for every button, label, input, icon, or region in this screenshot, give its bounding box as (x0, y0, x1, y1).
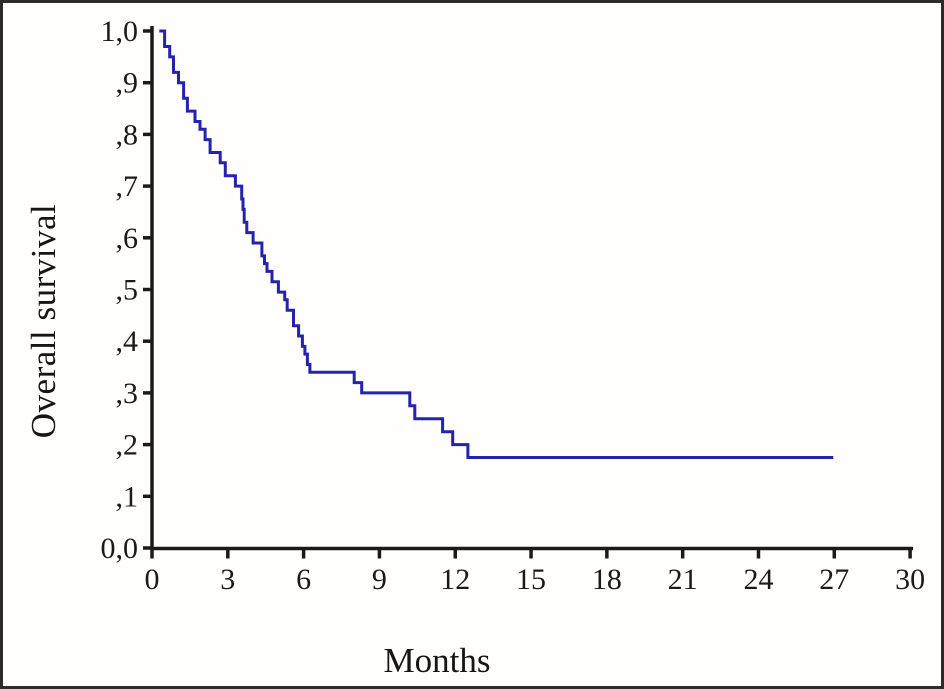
y-tick-label: ,1 (116, 480, 139, 513)
y-tick-label: ,7 (116, 170, 139, 203)
x-tick-label: 3 (220, 563, 235, 596)
y-tick-label: ,2 (116, 429, 139, 462)
x-tick-label: 6 (296, 563, 311, 596)
x-tick-label: 24 (743, 563, 773, 596)
y-tick-label: 1,0 (101, 15, 139, 48)
y-tick-label: 0,0 (101, 532, 139, 565)
x-axis-title: Months (383, 641, 491, 680)
x-tick-label: 30 (895, 563, 925, 596)
x-tick-label: 27 (819, 563, 849, 596)
y-tick-label: ,6 (116, 222, 139, 255)
y-tick-label: ,8 (116, 118, 139, 151)
x-tick-label: 21 (668, 563, 698, 596)
y-tick-label: ,5 (116, 274, 139, 307)
x-tick-label: 9 (372, 563, 387, 596)
x-tick-label: 18 (592, 563, 622, 596)
x-tick-label: 12 (440, 563, 470, 596)
survival-curve (159, 29, 834, 459)
y-axis-title: Overall survival (24, 203, 63, 439)
y-tick-label: ,4 (116, 325, 139, 358)
y-tick-label: ,3 (116, 377, 139, 410)
y-tick-label: ,9 (116, 67, 139, 100)
km-chart: 0 3 6 9 12 15 18 21 24 27 30 1,0 ,9 ,8 ,7 ,6 ,5 ,4 ,3 ,2 ,1 0… (101, 15, 926, 596)
x-tick-label: 15 (516, 563, 546, 596)
x-tick-label: 0 (145, 563, 160, 596)
